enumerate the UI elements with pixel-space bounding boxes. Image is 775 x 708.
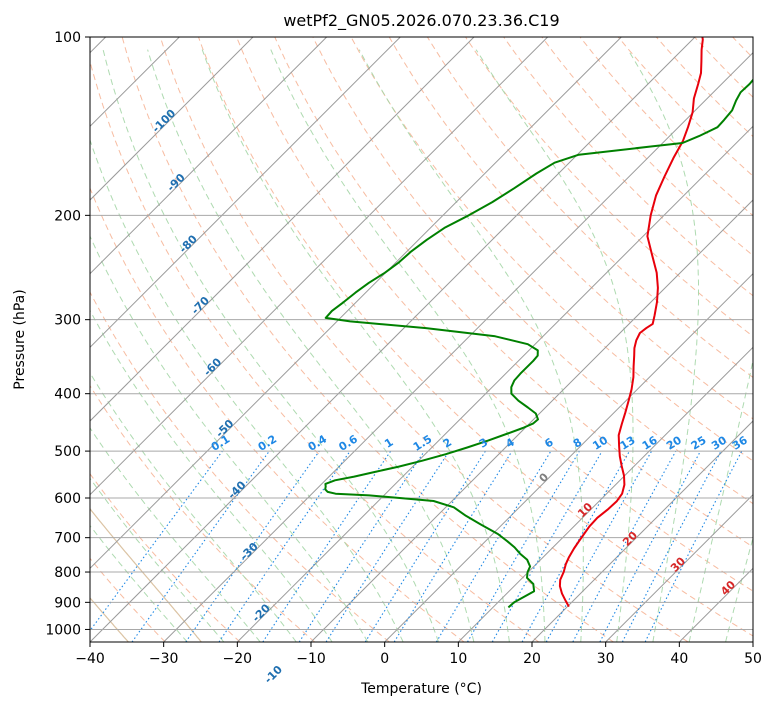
moist-adiabat-line (201, 49, 510, 642)
y-tick-label: 400 (54, 387, 81, 403)
dry-adiabat-line (90, 186, 465, 642)
dry-adiabat-line (90, 59, 540, 642)
plot-background (90, 37, 753, 642)
isotherm-line (90, 37, 622, 570)
y-axis-ticks: 100 200 300 400 500 600 700 800 900 1000 (45, 30, 90, 638)
isobar-gridlines (90, 37, 753, 630)
mixing-ratio-line (218, 450, 351, 642)
isotherm-label: -10 (262, 663, 285, 686)
dry-adiabat-line (90, 472, 241, 642)
x-tick-label: −40 (75, 651, 105, 667)
isotherm-line (90, 37, 475, 422)
x-tick-label: 20 (523, 651, 541, 667)
y-tick-label: 300 (54, 313, 81, 329)
x-axis-label: Temperature (°C) (360, 681, 482, 697)
temperature-profile-line (558, 37, 704, 608)
x-tick-label: 40 (670, 651, 688, 667)
mixing-ratio-line (572, 450, 677, 642)
moist-adiabat-line (102, 49, 439, 642)
mixing-ratio-line (644, 450, 743, 642)
moist-adiabat-line (475, 49, 634, 642)
moist-adiabat-line (90, 235, 369, 642)
y-tick-label: 600 (54, 491, 81, 507)
x-axis-ticks: −40 −30 −20 −10 0 10 20 30 40 50 (75, 642, 762, 667)
x-tick-label: 50 (744, 651, 762, 667)
x-tick-label: 0 (380, 651, 389, 667)
moist-adiabat-line (90, 309, 333, 642)
dewpoint-profile-line (324, 78, 753, 609)
moist-adiabat-line (90, 138, 404, 642)
isotherm-line (90, 37, 549, 496)
moist-adiabat-line (147, 49, 475, 642)
dry-adiabat-line (121, 37, 614, 642)
dry-adiabat-line (90, 291, 390, 642)
mixing-ratio-line (131, 450, 270, 642)
isotherm-line (236, 125, 753, 642)
dry-adiabat-line (350, 37, 753, 462)
plot-frame (89, 36, 754, 643)
x-tick-label: 30 (597, 651, 615, 667)
mixing-ratio-line (185, 450, 320, 642)
dry-adiabat-line (541, 37, 753, 257)
dry-adiabat-line (426, 37, 753, 379)
dry-adiabat-line (90, 384, 316, 642)
dry-adiabat-line (236, 37, 753, 592)
y-tick-label: 800 (54, 565, 81, 581)
dry-adiabat-line (388, 37, 753, 420)
isotherm-line (163, 51, 753, 642)
dry-adiabat-line (503, 37, 753, 297)
y-tick-label: 500 (54, 444, 81, 460)
mixing-ratio-line (298, 450, 425, 642)
isotherm-line (457, 346, 753, 642)
y-tick-label: 1000 (45, 622, 81, 638)
x-tick-label: −20 (223, 651, 253, 667)
isotherm-line (384, 272, 753, 642)
moist-adiabat-line (627, 49, 699, 642)
y-tick-label: 200 (54, 208, 81, 224)
moist-adiabat-line (90, 477, 225, 642)
x-tick-label: −10 (296, 651, 326, 667)
x-tick-label: 10 (449, 651, 467, 667)
mixing-ratio-line (90, 450, 223, 632)
theta-e-line (90, 507, 202, 642)
isotherm-line (310, 199, 753, 642)
moist-adiabat-line (90, 371, 297, 642)
moist-adiabat-line (90, 524, 188, 642)
chart-title: wetPf2_GN05.2026.070.23.36.C19 (283, 11, 559, 31)
y-tick-label: 700 (54, 531, 81, 547)
isotherm-line (605, 493, 753, 642)
x-tick-label: −30 (149, 651, 179, 667)
profile-series (324, 37, 753, 609)
theta-e-line (90, 597, 129, 642)
background-lines (90, 37, 753, 642)
isotherm-line (752, 641, 753, 642)
dry-adiabat-line (198, 37, 753, 637)
moist-adiabat-line (270, 49, 546, 642)
isotherm-line (531, 420, 753, 642)
moist-adiabat-line (688, 358, 753, 642)
isotherm-line (90, 37, 254, 201)
isotherm-line (90, 37, 401, 349)
mixing-ratio-line (545, 450, 653, 642)
isotherm-line (90, 37, 696, 642)
y-tick-label: 900 (54, 595, 81, 611)
dry-adiabat-line (159, 37, 689, 642)
mixing-ratio-line (325, 450, 450, 642)
isotherm-line (90, 37, 328, 275)
moist-adiabat-line (90, 427, 261, 642)
moist-adiabat-line (725, 536, 753, 642)
y-tick-label: 100 (54, 30, 81, 46)
y-axis-label: Pressure (hPa) (12, 289, 28, 389)
dry-adiabat-line (274, 37, 753, 548)
mixing-ratio-line (393, 450, 513, 642)
